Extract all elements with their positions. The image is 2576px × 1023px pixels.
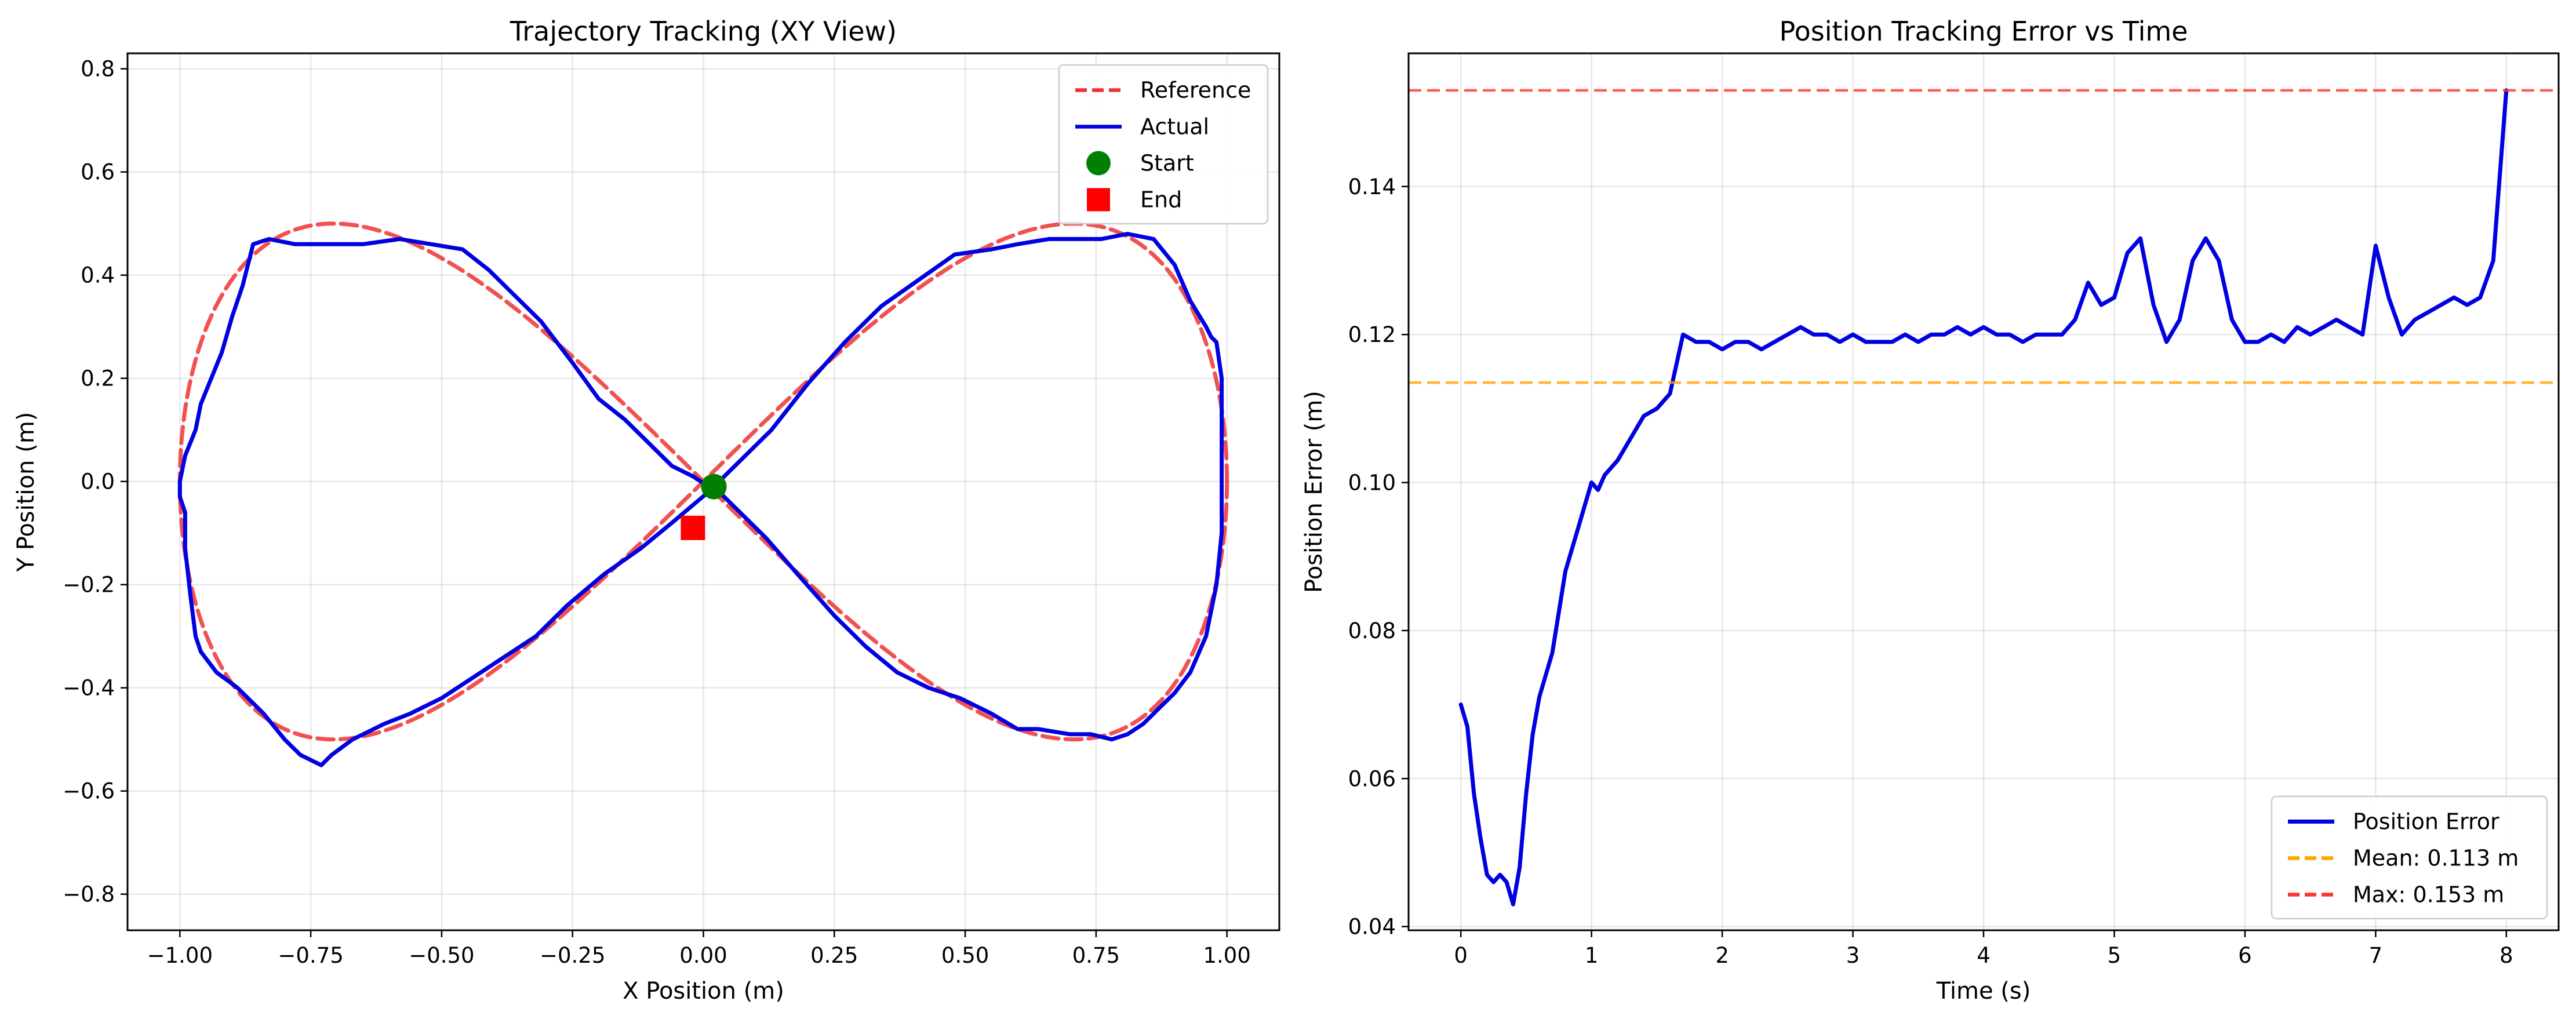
trajectory-y-axis-label: Y Position (m): [13, 412, 39, 573]
error-y-axis-label: Position Error (m): [1301, 391, 1327, 593]
trajectory-chart-title: Trajectory Tracking (XY View): [510, 16, 897, 47]
error-chart-title: Position Tracking Error vs Time: [1780, 16, 2188, 47]
legend-label: Reference: [1140, 78, 1251, 103]
legend-handle: [1086, 151, 1111, 176]
x-tick-label: −0.75: [278, 943, 343, 968]
error-ticks: 0 1 2 3 4 5 6 7 8 0.04 0.06 0.08 0.10 0.12 0.14: [1348, 174, 2513, 968]
y-tick-label: −0.8: [63, 882, 115, 907]
legend-label: Position Error: [2353, 809, 2499, 835]
y-tick-label: 0.14: [1348, 174, 1396, 199]
x-tick-label: 3: [1846, 943, 1860, 968]
y-tick-label: 0.10: [1348, 471, 1396, 496]
x-tick-label: 1: [1585, 943, 1599, 968]
legend-label: Mean: 0.113 m: [2353, 846, 2519, 871]
x-tick-label: 0.50: [941, 943, 989, 968]
legend-handle: [1087, 188, 1110, 212]
y-tick-label: 0.08: [1348, 618, 1396, 643]
x-tick-label: −0.25: [540, 943, 605, 968]
y-tick-label: 0.6: [81, 160, 115, 185]
legend-box: [2271, 795, 2548, 920]
legend-label: Start: [1140, 151, 1194, 176]
y-tick-label: −0.2: [63, 573, 115, 598]
trajectory-chart: Trajectory Tracking (XY View) X Position…: [13, 16, 1280, 1004]
y-tick-label: 0.2: [81, 366, 115, 391]
y-tick-label: 0.8: [81, 57, 115, 82]
error-plot-area: [1409, 88, 2559, 906]
error-axes-frame: [1407, 52, 2560, 931]
legend-label: End: [1140, 187, 1182, 213]
y-tick-label: 0.12: [1348, 322, 1396, 347]
trajectory-legend: Reference Actual Start End: [1058, 64, 1269, 225]
y-tick-label: 0.04: [1348, 915, 1396, 940]
x-tick-label: 0: [1454, 943, 1468, 968]
y-tick-label: 0.4: [81, 263, 115, 288]
x-tick-label: 7: [2369, 943, 2383, 968]
error-x-axis-label: Time (s): [1936, 978, 2031, 1004]
end-marker: [681, 515, 705, 540]
legend-label: Actual: [1140, 114, 1209, 140]
trajectory-axes-frame: [126, 52, 1280, 931]
x-tick-label: −1.00: [147, 943, 213, 968]
legend-label: Max: 0.153 m: [2353, 882, 2504, 908]
y-tick-label: 0.06: [1348, 766, 1396, 791]
x-tick-label: 0.00: [679, 943, 727, 968]
y-tick-label: −0.6: [63, 779, 115, 804]
error-chart: Position Tracking Error vs Time Time (s)…: [1301, 16, 2560, 1004]
series-line-position-error: [1458, 88, 2509, 906]
x-tick-label: 2: [1715, 943, 1729, 968]
legend-box: [1058, 64, 1269, 225]
series-line-actual: [177, 232, 1224, 767]
x-tick-label: 5: [2108, 943, 2122, 968]
x-tick-label: 6: [2238, 943, 2252, 968]
x-tick-label: −0.50: [409, 943, 474, 968]
x-tick-label: 8: [2499, 943, 2513, 968]
y-tick-label: 0.0: [81, 469, 115, 494]
x-tick-label: 0.25: [810, 943, 858, 968]
trajectory-x-axis-label: X Position (m): [623, 978, 784, 1004]
x-tick-label: 0.75: [1072, 943, 1120, 968]
trajectory-ticks: −1.00 −0.75 −0.50 −0.25 0.00 0.25 0.50 0.75 1.00…: [63, 57, 1251, 968]
x-tick-label: 1.00: [1203, 943, 1250, 968]
trajectory-plot-area: [177, 221, 1229, 767]
start-marker: [701, 474, 727, 500]
y-tick-label: −0.4: [63, 676, 115, 701]
error-grid: [1409, 53, 2559, 930]
error-legend: Position Error Mean: 0.113 m Max: 0.153 m: [2271, 795, 2548, 920]
x-tick-label: 4: [1977, 943, 1991, 968]
